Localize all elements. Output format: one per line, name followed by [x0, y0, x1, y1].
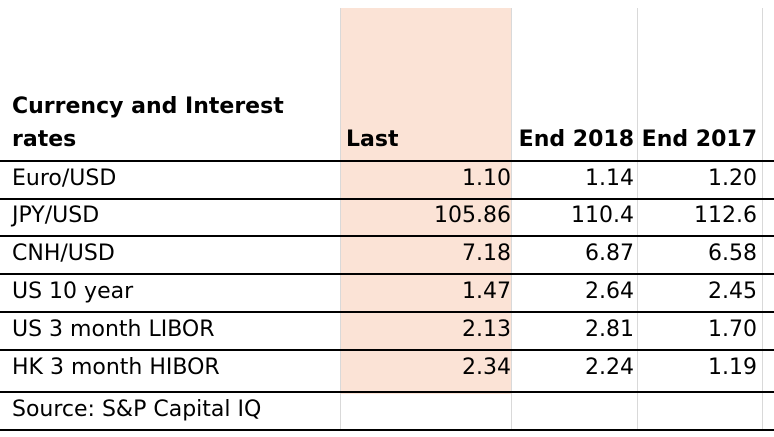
grid-line	[340, 8, 341, 430]
row-label: CNH/USD	[12, 241, 115, 266]
header-end-2018: End 2018	[518, 127, 634, 152]
cell-end-2017: 2.45	[708, 279, 757, 304]
cell-end-2018: 2.81	[585, 317, 634, 342]
header-end-2017: End 2017	[641, 127, 757, 152]
row-label: US 3 month LIBOR	[12, 317, 215, 342]
header-title-line1: Currency and Interest	[12, 94, 284, 119]
rule	[0, 429, 774, 431]
cell-end-2017: 1.70	[708, 317, 757, 342]
cell-last: 1.47	[462, 279, 511, 304]
rule	[0, 160, 774, 162]
rule	[0, 273, 774, 275]
row-label: US 10 year	[12, 279, 134, 304]
cell-end-2018: 6.87	[585, 241, 634, 266]
cell-end-2017: 112.6	[694, 203, 757, 228]
rule	[0, 311, 774, 313]
source-note: Source: S&P Capital IQ	[12, 397, 262, 422]
cell-last: 2.13	[462, 317, 511, 342]
cell-end-2018: 2.24	[585, 355, 634, 380]
table-row: JPY/USD 105.86 110.4 112.6	[0, 201, 774, 235]
rule	[0, 349, 774, 351]
table-row: US 3 month LIBOR 2.13 2.81 1.70	[0, 315, 774, 349]
row-label: Euro/USD	[12, 166, 117, 191]
cell-end-2017: 6.58	[708, 241, 757, 266]
cell-last: 2.34	[462, 355, 511, 380]
cell-last: 7.18	[462, 241, 511, 266]
table-row: HK 3 month HIBOR 2.34 2.24 1.19	[0, 353, 774, 387]
row-label: HK 3 month HIBOR	[12, 355, 220, 380]
table-row: Euro/USD 1.10 1.14 1.20	[0, 164, 774, 198]
rule	[0, 391, 774, 393]
cell-last: 1.10	[462, 166, 511, 191]
grid-line	[637, 8, 638, 430]
header-last: Last	[346, 127, 399, 152]
cell-end-2018: 1.14	[585, 166, 634, 191]
header-title-line2: rates	[12, 127, 77, 152]
cell-end-2018: 2.64	[585, 279, 634, 304]
table-row: CNH/USD 7.18 6.87 6.58	[0, 239, 774, 273]
cell-end-2017: 1.20	[708, 166, 757, 191]
cell-end-2017: 1.19	[708, 355, 757, 380]
table-row: US 10 year 1.47 2.64 2.45	[0, 277, 774, 311]
last-column-highlight	[341, 8, 511, 394]
rule	[0, 235, 774, 237]
grid-line	[511, 8, 512, 430]
header-row: rates Last End 2018 End 2017	[0, 125, 774, 159]
grid-line	[762, 8, 763, 430]
row-label: JPY/USD	[12, 203, 100, 228]
cell-last: 105.86	[434, 203, 511, 228]
rule	[0, 198, 774, 200]
source-row: Source: S&P Capital IQ	[0, 395, 774, 429]
cell-end-2018: 110.4	[571, 203, 634, 228]
